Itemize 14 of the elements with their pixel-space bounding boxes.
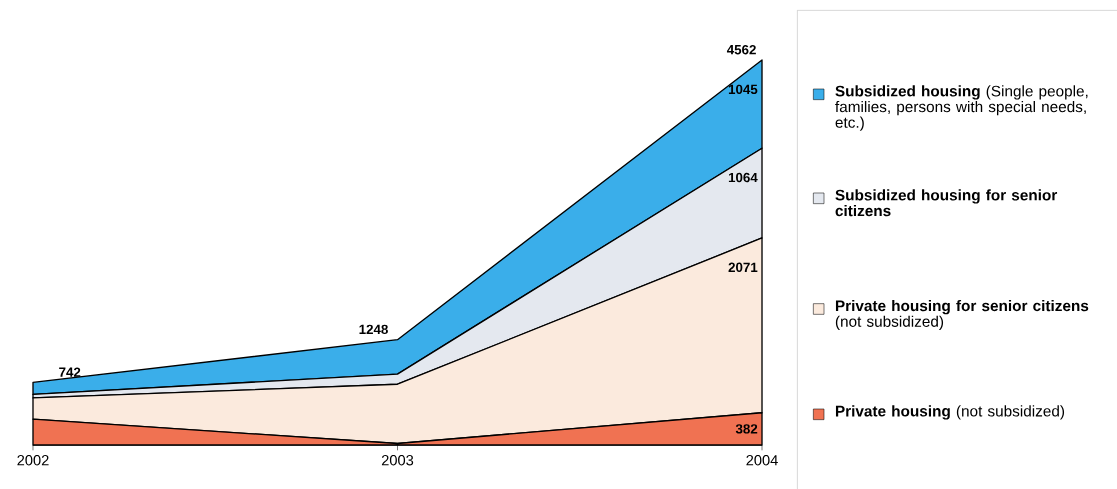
x-tick-label: 2002	[17, 455, 49, 466]
total-label: 742	[59, 367, 81, 377]
data-label: 1045	[728, 84, 758, 95]
total-label: 4562	[726, 44, 756, 55]
total-label: 1248	[359, 324, 388, 335]
data-label: 1064	[728, 172, 758, 183]
data-label: 2071	[728, 262, 758, 273]
legend-label: Private housing for senior citizens (not subsidized)	[835, 299, 1089, 330]
legend-label: Private housing (not subsidized)	[835, 405, 1065, 420]
legend-label: Subsidized housing (Single people, families, persons with special needs, etc.)	[835, 85, 1088, 131]
data-label: 382	[735, 424, 758, 434]
legend-label: Subsidized housing for senior citizens	[835, 189, 1058, 217]
x-tick-label: 2003	[381, 455, 414, 466]
x-tick-label: 2004	[746, 455, 778, 466]
